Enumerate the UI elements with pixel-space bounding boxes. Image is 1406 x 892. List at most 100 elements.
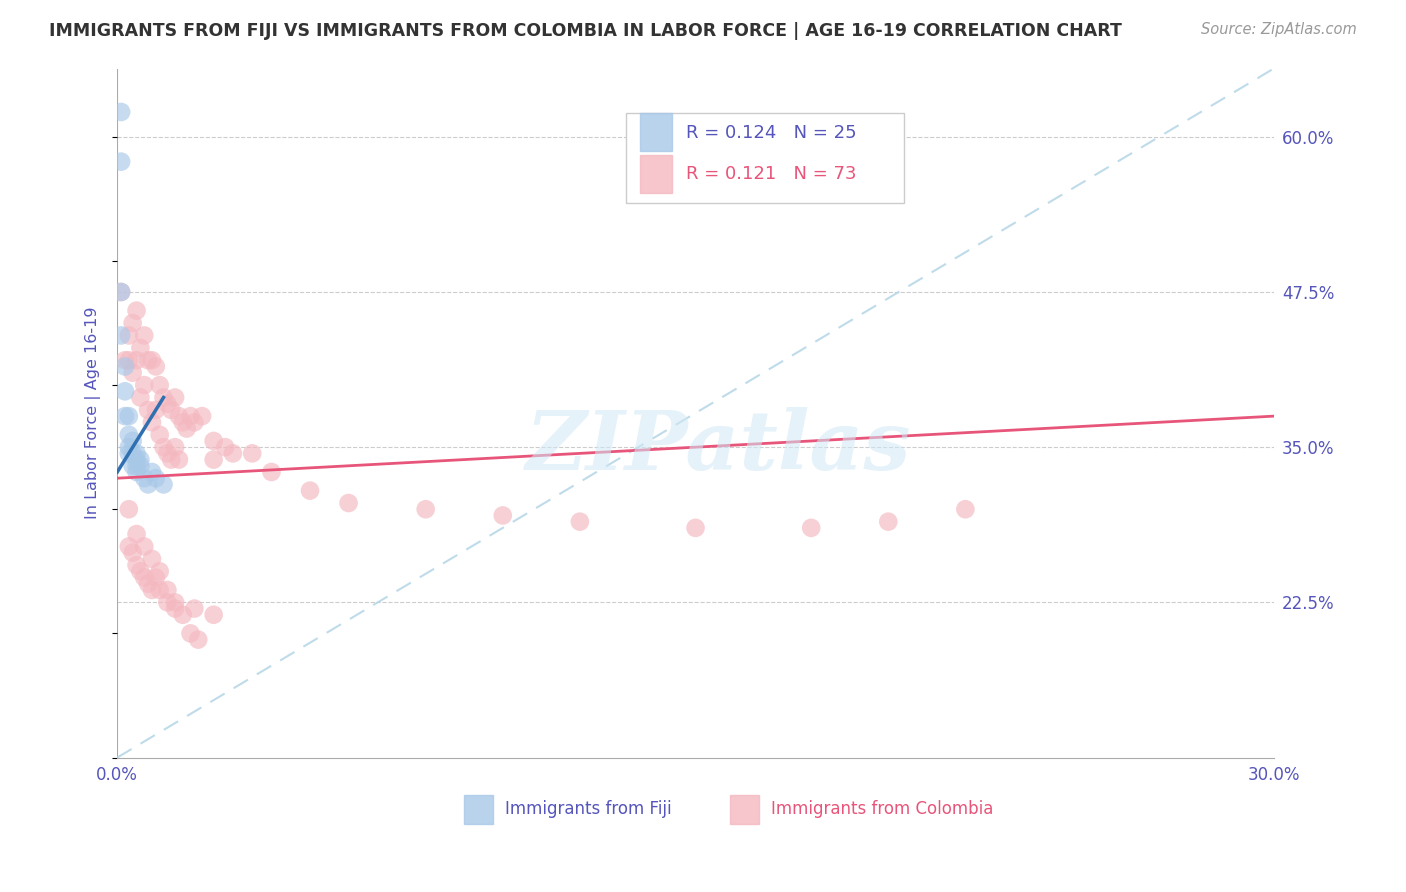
Point — [125, 303, 148, 318]
Point — [141, 582, 163, 597]
Point — [167, 409, 190, 424]
Point — [187, 632, 209, 647]
Point — [125, 353, 148, 368]
Point — [125, 527, 148, 541]
Point — [180, 626, 202, 640]
Text: IMMIGRANTS FROM FIJI VS IMMIGRANTS FROM COLOMBIA IN LABOR FORCE | AGE 16-19 CORR: IMMIGRANTS FROM FIJI VS IMMIGRANTS FROM … — [49, 22, 1122, 40]
Point — [134, 378, 156, 392]
Point — [299, 483, 322, 498]
Point — [114, 359, 136, 374]
Point — [145, 471, 167, 485]
Point — [118, 409, 141, 424]
Point — [160, 403, 183, 417]
Point — [118, 328, 141, 343]
Point — [121, 458, 143, 473]
Point — [149, 564, 172, 578]
Point — [114, 353, 136, 368]
Text: Source: ZipAtlas.com: Source: ZipAtlas.com — [1201, 22, 1357, 37]
Point — [172, 607, 194, 622]
Point — [183, 601, 205, 615]
Bar — [640, 113, 672, 152]
Point — [118, 440, 141, 454]
Text: ZIPatlas: ZIPatlas — [526, 408, 911, 488]
Point — [129, 458, 152, 473]
Text: Immigrants from Colombia: Immigrants from Colombia — [770, 800, 993, 818]
Bar — [626, 113, 904, 202]
Point — [118, 502, 141, 516]
Bar — [464, 795, 494, 823]
Point — [180, 409, 202, 424]
Point — [125, 558, 148, 573]
Point — [125, 458, 148, 473]
Point — [156, 595, 179, 609]
Point — [145, 359, 167, 374]
Point — [136, 576, 159, 591]
Point — [202, 452, 225, 467]
Point — [191, 409, 214, 424]
Point — [129, 341, 152, 355]
Point — [156, 397, 179, 411]
Point — [176, 421, 198, 435]
Point — [110, 285, 132, 299]
Point — [568, 515, 591, 529]
Point — [165, 440, 187, 454]
Point — [121, 434, 143, 448]
Point — [110, 154, 132, 169]
Point — [800, 521, 823, 535]
Y-axis label: In Labor Force | Age 16-19: In Labor Force | Age 16-19 — [86, 307, 101, 519]
Point — [129, 391, 152, 405]
Point — [136, 477, 159, 491]
Point — [118, 427, 141, 442]
Point — [118, 540, 141, 554]
Point — [337, 496, 360, 510]
Point — [125, 452, 148, 467]
Point — [165, 391, 187, 405]
Point — [492, 508, 515, 523]
Point — [118, 353, 141, 368]
Point — [165, 595, 187, 609]
Point — [172, 415, 194, 429]
Point — [134, 328, 156, 343]
Point — [685, 521, 707, 535]
Point — [134, 471, 156, 485]
Point — [877, 515, 900, 529]
Point — [136, 353, 159, 368]
Point — [214, 440, 236, 454]
Point — [152, 477, 174, 491]
Point — [125, 465, 148, 479]
Point — [141, 552, 163, 566]
Point — [125, 446, 148, 460]
Text: Immigrants from Fiji: Immigrants from Fiji — [505, 800, 671, 818]
Point — [121, 366, 143, 380]
Point — [240, 446, 263, 460]
Point — [114, 384, 136, 399]
Point — [260, 465, 283, 479]
Point — [222, 446, 245, 460]
Point — [121, 446, 143, 460]
Text: R = 0.121   N = 73: R = 0.121 N = 73 — [686, 165, 856, 183]
Point — [110, 328, 132, 343]
Point — [110, 285, 132, 299]
Point — [118, 446, 141, 460]
Point — [114, 409, 136, 424]
Point — [167, 452, 190, 467]
Point — [156, 582, 179, 597]
Point — [145, 570, 167, 584]
Point — [202, 607, 225, 622]
Point — [149, 427, 172, 442]
Point — [152, 391, 174, 405]
Point — [160, 452, 183, 467]
Point — [149, 582, 172, 597]
Point — [121, 316, 143, 330]
Point — [141, 353, 163, 368]
Point — [134, 540, 156, 554]
Point — [202, 434, 225, 448]
Point — [955, 502, 977, 516]
Text: R = 0.124   N = 25: R = 0.124 N = 25 — [686, 124, 856, 142]
Point — [129, 564, 152, 578]
Point — [141, 465, 163, 479]
Point — [141, 415, 163, 429]
Bar — [730, 795, 759, 823]
Point — [183, 415, 205, 429]
Point — [136, 403, 159, 417]
